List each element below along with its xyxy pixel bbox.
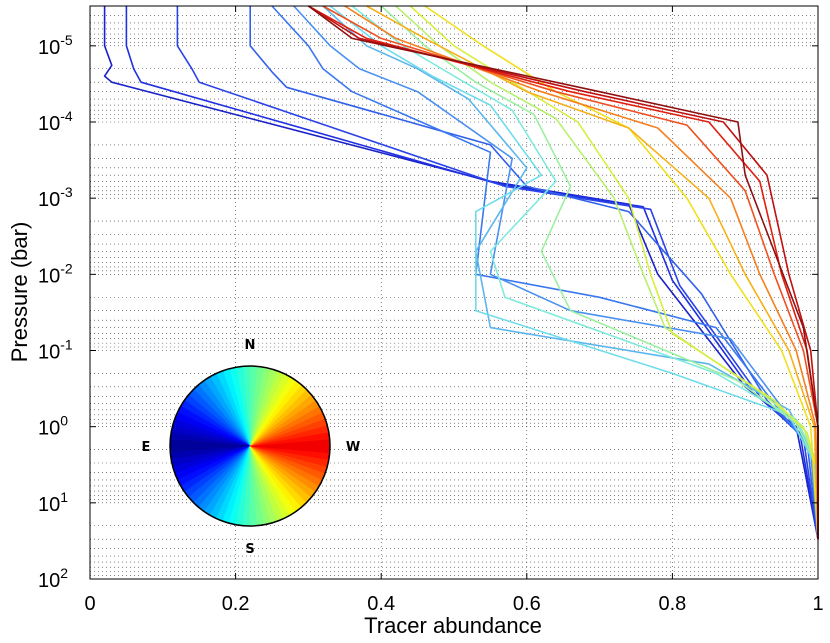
x-tick-label: 0.6 [513,593,541,615]
series-line-3 [176,6,819,540]
x-axis-label: Tracer abundance [364,613,542,638]
series-line-9 [351,5,819,540]
grid [89,5,819,579]
series-line-19 [307,5,819,540]
series-line-18 [307,5,819,540]
series-line-15 [344,5,819,540]
series-line-8 [329,5,819,540]
series-line-4 [249,6,819,540]
y-tick-label: 101 [38,489,68,516]
y-tick-label: 102 [38,565,68,592]
compass-south-label: S [245,542,254,557]
y-tick-label: 10-3 [38,184,73,211]
compass-color-wheel [169,365,331,527]
x-tick-label: 0.2 [222,593,250,615]
x-tick-label: 0 [84,593,95,615]
y-tick-label: 10-5 [38,32,73,59]
y-tick-label: 100 [38,413,68,440]
compass-outline [169,365,331,527]
x-tick-label: 0.4 [367,593,395,615]
compass-north-label: N [245,338,256,353]
series-line-13 [424,5,819,540]
y-tick-label: 10-4 [38,108,73,135]
axes-box [89,5,819,580]
compass-west-label: W [346,440,360,455]
y-tick-label: 10-1 [38,336,73,363]
x-tick-label: 1 [812,593,823,615]
y-tick-label: 10-2 [38,260,73,287]
series-line-10 [380,5,819,540]
series-line-11 [395,5,819,540]
x-tick-labels: 0 0.2 0.4 0.6 0.8 1 [84,593,823,615]
series-group [103,5,819,540]
ticks [89,6,819,580]
y-axis-label: Pressure (bar) [7,222,32,363]
series-line-6 [293,5,819,540]
y-tick-labels: 10-5 10-4 10-3 10-2 10-1 100 101 102 [38,32,73,592]
series-line-14 [366,5,819,540]
series-line-16 [322,5,819,540]
compass-east-label: E [142,440,151,455]
compass-inset: N S E W [142,338,361,557]
series-line-5 [271,5,819,540]
x-tick-label: 0.8 [658,593,686,615]
